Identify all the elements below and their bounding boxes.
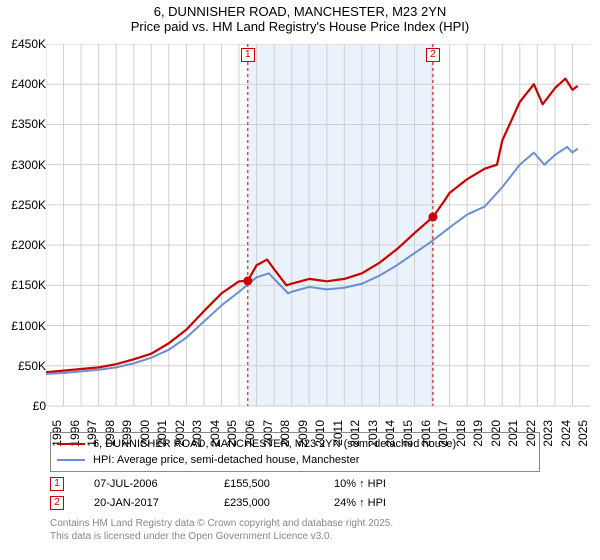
tx-pct-2: 24% ↑ HPI xyxy=(334,497,444,509)
x-tick-label: 2023 xyxy=(541,420,555,450)
title-block: 6, DUNNISHER ROAD, MANCHESTER, M23 2YN P… xyxy=(0,0,600,34)
tx-date-1: 07-JUL-2006 xyxy=(94,478,224,490)
table-row: 2 20-JAN-2017 £235,000 24% ↑ HPI xyxy=(50,493,444,512)
tx-id-box-1: 1 xyxy=(50,477,64,491)
x-tick-label: 2024 xyxy=(559,420,573,450)
line-chart-svg xyxy=(46,44,590,416)
tx-price-2: £235,000 xyxy=(224,497,334,509)
y-tick-label: £450K xyxy=(2,37,46,51)
y-tick-label: £200K xyxy=(2,238,46,252)
attribution-line2: This data is licensed under the Open Gov… xyxy=(50,531,393,544)
attribution: Contains HM Land Registry data © Crown c… xyxy=(50,518,393,543)
sale-marker-box: 1 xyxy=(241,48,255,62)
y-tick-label: £150K xyxy=(2,278,46,292)
y-tick-label: £400K xyxy=(2,77,46,91)
tx-price-1: £155,500 xyxy=(224,478,334,490)
legend-label-1: 6, DUNNISHER ROAD, MANCHESTER, M23 2YN (… xyxy=(93,438,456,450)
table-row: 1 07-JUL-2006 £155,500 10% ↑ HPI xyxy=(50,474,444,493)
y-tick-label: £350K xyxy=(2,117,46,131)
y-tick-label: £100K xyxy=(2,319,46,333)
sale-marker-box: 2 xyxy=(426,48,440,62)
y-tick-label: £250K xyxy=(2,198,46,212)
tx-pct-1: 10% ↑ HPI xyxy=(334,478,444,490)
y-tick-label: £0 xyxy=(2,399,46,413)
legend-label-2: HPI: Average price, semi-detached house,… xyxy=(93,454,359,466)
legend: 6, DUNNISHER ROAD, MANCHESTER, M23 2YN (… xyxy=(50,432,540,472)
legend-swatch-1 xyxy=(57,443,85,446)
y-tick-label: £300K xyxy=(2,158,46,172)
chart-area xyxy=(46,44,590,416)
legend-swatch-2 xyxy=(57,459,85,462)
legend-row-2: HPI: Average price, semi-detached house,… xyxy=(57,452,533,468)
title-line1: 6, DUNNISHER ROAD, MANCHESTER, M23 2YN xyxy=(0,4,600,19)
title-line2: Price paid vs. HM Land Registry's House … xyxy=(0,19,600,34)
legend-row-1: 6, DUNNISHER ROAD, MANCHESTER, M23 2YN (… xyxy=(57,436,533,452)
x-tick-label: 2025 xyxy=(576,420,590,450)
y-tick-label: £50K xyxy=(2,359,46,373)
attribution-line1: Contains HM Land Registry data © Crown c… xyxy=(50,518,393,531)
tx-id-box-2: 2 xyxy=(50,496,64,510)
tx-date-2: 20-JAN-2017 xyxy=(94,497,224,509)
transactions-table: 1 07-JUL-2006 £155,500 10% ↑ HPI 2 20-JA… xyxy=(50,474,444,512)
chart-container: 6, DUNNISHER ROAD, MANCHESTER, M23 2YN P… xyxy=(0,0,600,560)
